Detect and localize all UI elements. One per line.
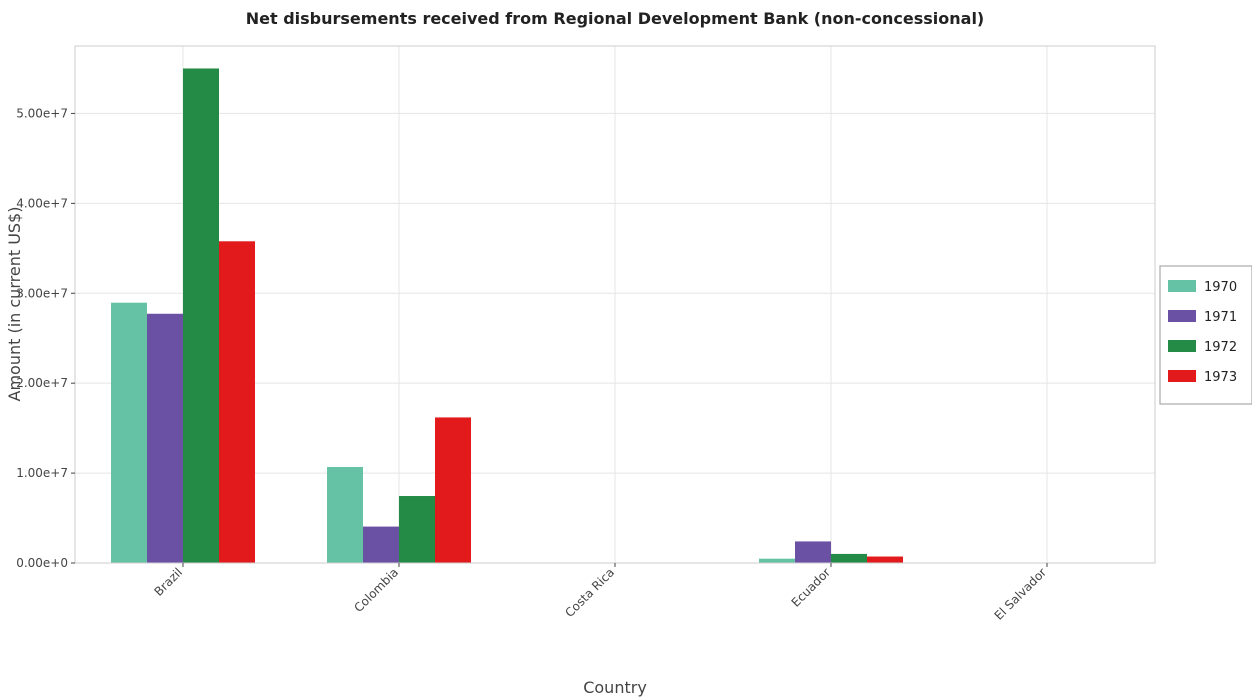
bar-colombia-1972: [399, 496, 435, 563]
legend-swatch-1971: [1168, 310, 1196, 322]
bar-ecuador-1971: [795, 541, 831, 563]
legend-swatch-1973: [1168, 370, 1196, 382]
bar-colombia-1970: [327, 466, 363, 563]
legend-label-1973: 1973: [1204, 370, 1237, 385]
x-tick-label: Colombia: [351, 565, 401, 615]
bar-brazil-1970: [111, 302, 147, 563]
bar-colombia-1973: [435, 417, 471, 563]
bar-ecuador-1972: [831, 553, 867, 563]
x-axis-title: Country: [583, 678, 647, 697]
x-tick-label: Ecuador: [789, 565, 834, 610]
x-tick-label: El Salvador: [992, 565, 1050, 623]
x-axis-ticks: Brazil Colombia Costa Rica Ecuador El Salvad…: [152, 563, 1050, 623]
y-tick-label: 3.00e+7: [16, 286, 68, 300]
bar-brazil-1972: [183, 68, 219, 563]
y-axis-ticks: 0.00e+0 1.00e+7 2.00e+7 3.00e+7 4.00e+7 5.00e…: [16, 106, 75, 570]
y-tick-label: 1.00e+7: [16, 466, 68, 480]
bar-ecuador-1973: [867, 556, 903, 563]
bar-colombia-1971: [363, 526, 399, 563]
x-tick-label: Costa Rica: [562, 565, 617, 620]
y-tick-label: 5.00e+7: [16, 106, 68, 120]
x-tick-label: Brazil: [152, 565, 186, 599]
bar-brazil-1973: [219, 241, 255, 563]
legend-swatch-1972: [1168, 340, 1196, 352]
legend: 1970 1971 1972 1973: [1159, 265, 1252, 405]
bars: [111, 68, 1011, 563]
bar-ecuador-1970: [759, 558, 795, 563]
y-tick-label: 0.00e+0: [16, 556, 68, 570]
bar-brazil-1971: [147, 313, 183, 563]
y-axis-title: Amount (in current US$): [5, 207, 24, 402]
legend-label-1972: 1972: [1204, 340, 1237, 355]
chart-title: Net disbursements received from Regional…: [246, 9, 985, 28]
legend-label-1970: 1970: [1204, 280, 1237, 295]
y-tick-label: 2.00e+7: [16, 376, 68, 390]
y-tick-label: 4.00e+7: [16, 196, 68, 210]
legend-swatch-1970: [1168, 280, 1196, 292]
legend-label-1971: 1971: [1204, 310, 1237, 325]
